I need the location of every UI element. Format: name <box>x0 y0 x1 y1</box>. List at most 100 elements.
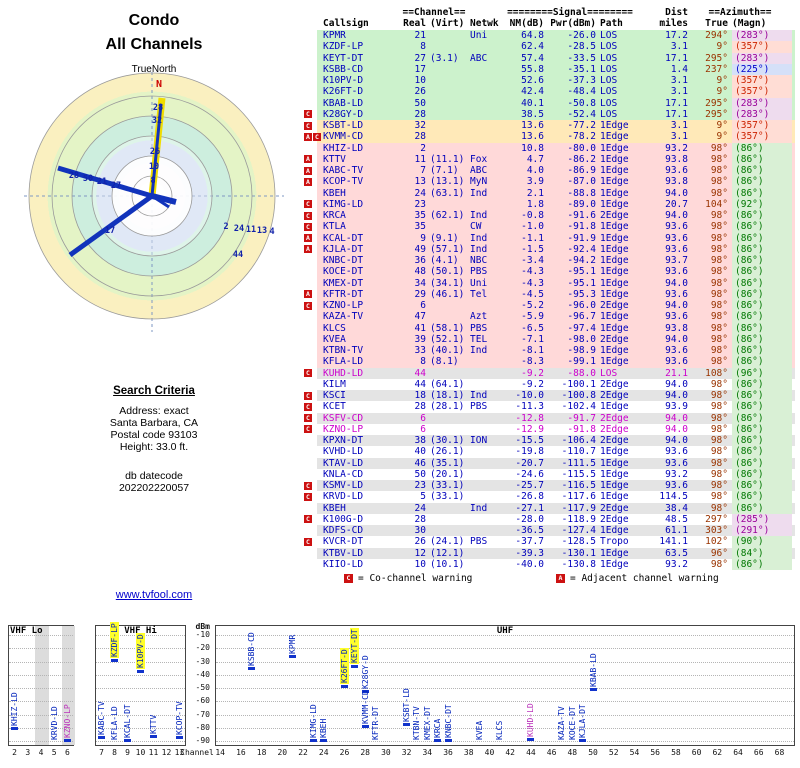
cell-pa: LOS <box>600 108 618 120</box>
cell-pw: -99.1 <box>567 356 596 368</box>
cell-nm: -1.0 <box>521 221 544 233</box>
cell-re: 21 <box>414 30 426 41</box>
cell-azimuth-true: 108° <box>705 367 728 379</box>
cell-azimuth-true: 98° <box>710 288 728 300</box>
table-row: KPMR 21 Uni 64.8 -26.0 LOS 17.2 294° (283°) <box>0 30 800 42</box>
cell-nm: -11.3 <box>515 401 544 413</box>
search-city-line: Santa Barbara, CA <box>109 417 199 429</box>
co-channel-warning-marker: C <box>304 481 312 490</box>
y-axis-tick: -90 <box>195 736 210 746</box>
x-axis-label: Channel <box>180 748 214 757</box>
cell-vi: (35.1) <box>430 457 465 469</box>
cell-di: 93.6 <box>665 243 688 255</box>
co-channel-warning-marker: C <box>304 391 312 400</box>
row-background <box>317 536 795 548</box>
cell-pw: -100.8 <box>561 390 596 401</box>
x-axis-tick: 48 <box>567 748 578 757</box>
cell-cs: KSBB-CD <box>323 63 364 75</box>
cell-pw: -91.6 <box>567 210 596 221</box>
beam-channel-label: 28 <box>69 171 79 181</box>
cell-vi: (4.1) <box>430 255 459 266</box>
cell-azimuth-magnetic: (86°) <box>732 221 792 233</box>
cell-azimuth-magnetic: (86°) <box>732 390 792 402</box>
row-background <box>317 232 795 244</box>
cell-nm: 62.4 <box>521 41 544 53</box>
cell-pw: -88.8 <box>567 187 596 199</box>
cell-pa: LOS <box>600 52 618 64</box>
tvfool-link[interactable]: www.tvfool.com <box>115 589 193 601</box>
cell-cs: KRCA <box>323 210 346 221</box>
cell-vi: (26.1) <box>430 446 465 458</box>
station-label: KHIZ-LD <box>10 692 20 727</box>
cell-azimuth-true: 98° <box>710 165 728 176</box>
gridline <box>96 701 185 703</box>
cell-pw: -97.4 <box>567 322 596 334</box>
cell-cs: KSCI <box>323 390 346 401</box>
cell-azimuth-magnetic: (86°) <box>732 558 792 570</box>
cell-vi: (52.1) <box>430 333 465 345</box>
beam-channel-label: 4 <box>269 227 274 237</box>
cell-re: 34 <box>414 277 426 289</box>
cell-azimuth-magnetic: (86°) <box>732 165 792 177</box>
station-label: KNBC-DT <box>443 704 453 738</box>
cell-vi: (7.1) <box>430 165 459 176</box>
cell-re: 35 <box>414 210 426 221</box>
cell-pw: -88.0 <box>567 367 596 379</box>
cell-vi: (18.1) <box>430 390 465 401</box>
table-row: A KCOP-TV 13 (13.1) MyN 3.9 -87.0 1Edge 93.8 98° (… <box>0 176 800 188</box>
cell-vi: (12.1) <box>430 547 465 559</box>
cell-re: 5 <box>420 491 426 503</box>
cell-pw: -86.9 <box>567 165 596 176</box>
station-label: KFLA-LD <box>110 706 119 740</box>
column-header: Path <box>600 18 623 29</box>
cell-pa: 2Edge <box>600 210 629 221</box>
cell-vi: (50.1) <box>430 266 465 278</box>
cell-di: 93.8 <box>665 322 688 334</box>
x-axis-tick: 4 <box>38 748 44 757</box>
cell-azimuth-magnetic: (357°) <box>732 120 792 132</box>
cell-nm: -9.2 <box>521 367 544 379</box>
cell-azimuth-true: 98° <box>710 491 728 503</box>
table-row: KNBC-DT 36 (4.1) NBC -3.4 -94.2 1Edge 93.7 98° (8… <box>0 255 800 267</box>
cell-nm: 38.5 <box>521 108 544 120</box>
cell-cs: KCOP-TV <box>323 176 364 188</box>
x-axis-tick: 16 <box>236 748 246 757</box>
cell-azimuth-magnetic: (86°) <box>732 322 792 334</box>
signal-bar <box>176 736 183 740</box>
x-axis-tick: 20 <box>277 748 288 757</box>
cell-azimuth-magnetic: (285°) <box>732 513 792 525</box>
beam-channel-label: 2 <box>223 222 228 232</box>
cell-di: 94.0 <box>665 187 688 199</box>
row-background <box>317 300 795 312</box>
row-background <box>317 266 795 278</box>
cell-azimuth-magnetic: (283°) <box>732 30 792 42</box>
row-background <box>317 277 795 289</box>
cell-di: 17.1 <box>665 108 688 120</box>
cell-di: 93.2 <box>665 468 688 480</box>
cell-di: 94.0 <box>665 390 688 401</box>
cell-azimuth-magnetic: (84°) <box>732 547 792 559</box>
cell-cs: KFLA-LD <box>323 356 364 368</box>
cell-azimuth-true: 98° <box>710 378 728 390</box>
x-axis-tick: 50 <box>588 748 598 757</box>
station-label: KUHD-LD <box>526 702 536 737</box>
co-channel-marker: C <box>344 574 353 583</box>
cell-di: 3.1 <box>670 86 688 98</box>
cell-cs: KBEH <box>323 187 346 199</box>
adjacent-channel-marker: A <box>556 574 565 583</box>
signal-bar <box>309 738 317 742</box>
beam-channel-label: 10 <box>149 162 159 172</box>
search-postal-line: Postal code 93103 <box>110 429 198 441</box>
orientation-label: TrueNorth <box>131 64 177 75</box>
cell-di: 93.6 <box>665 165 688 176</box>
signal-bar <box>361 724 369 728</box>
cell-re: 40 <box>414 446 426 458</box>
cell-nm: 55.8 <box>521 63 544 75</box>
cell-azimuth-true: 98° <box>710 558 728 570</box>
cell-di: 114.5 <box>659 491 688 503</box>
station-label: KVMM-CD <box>360 689 370 724</box>
signal-bar <box>361 690 369 694</box>
cell-nw: ABC <box>470 165 488 176</box>
row-background <box>317 435 795 447</box>
